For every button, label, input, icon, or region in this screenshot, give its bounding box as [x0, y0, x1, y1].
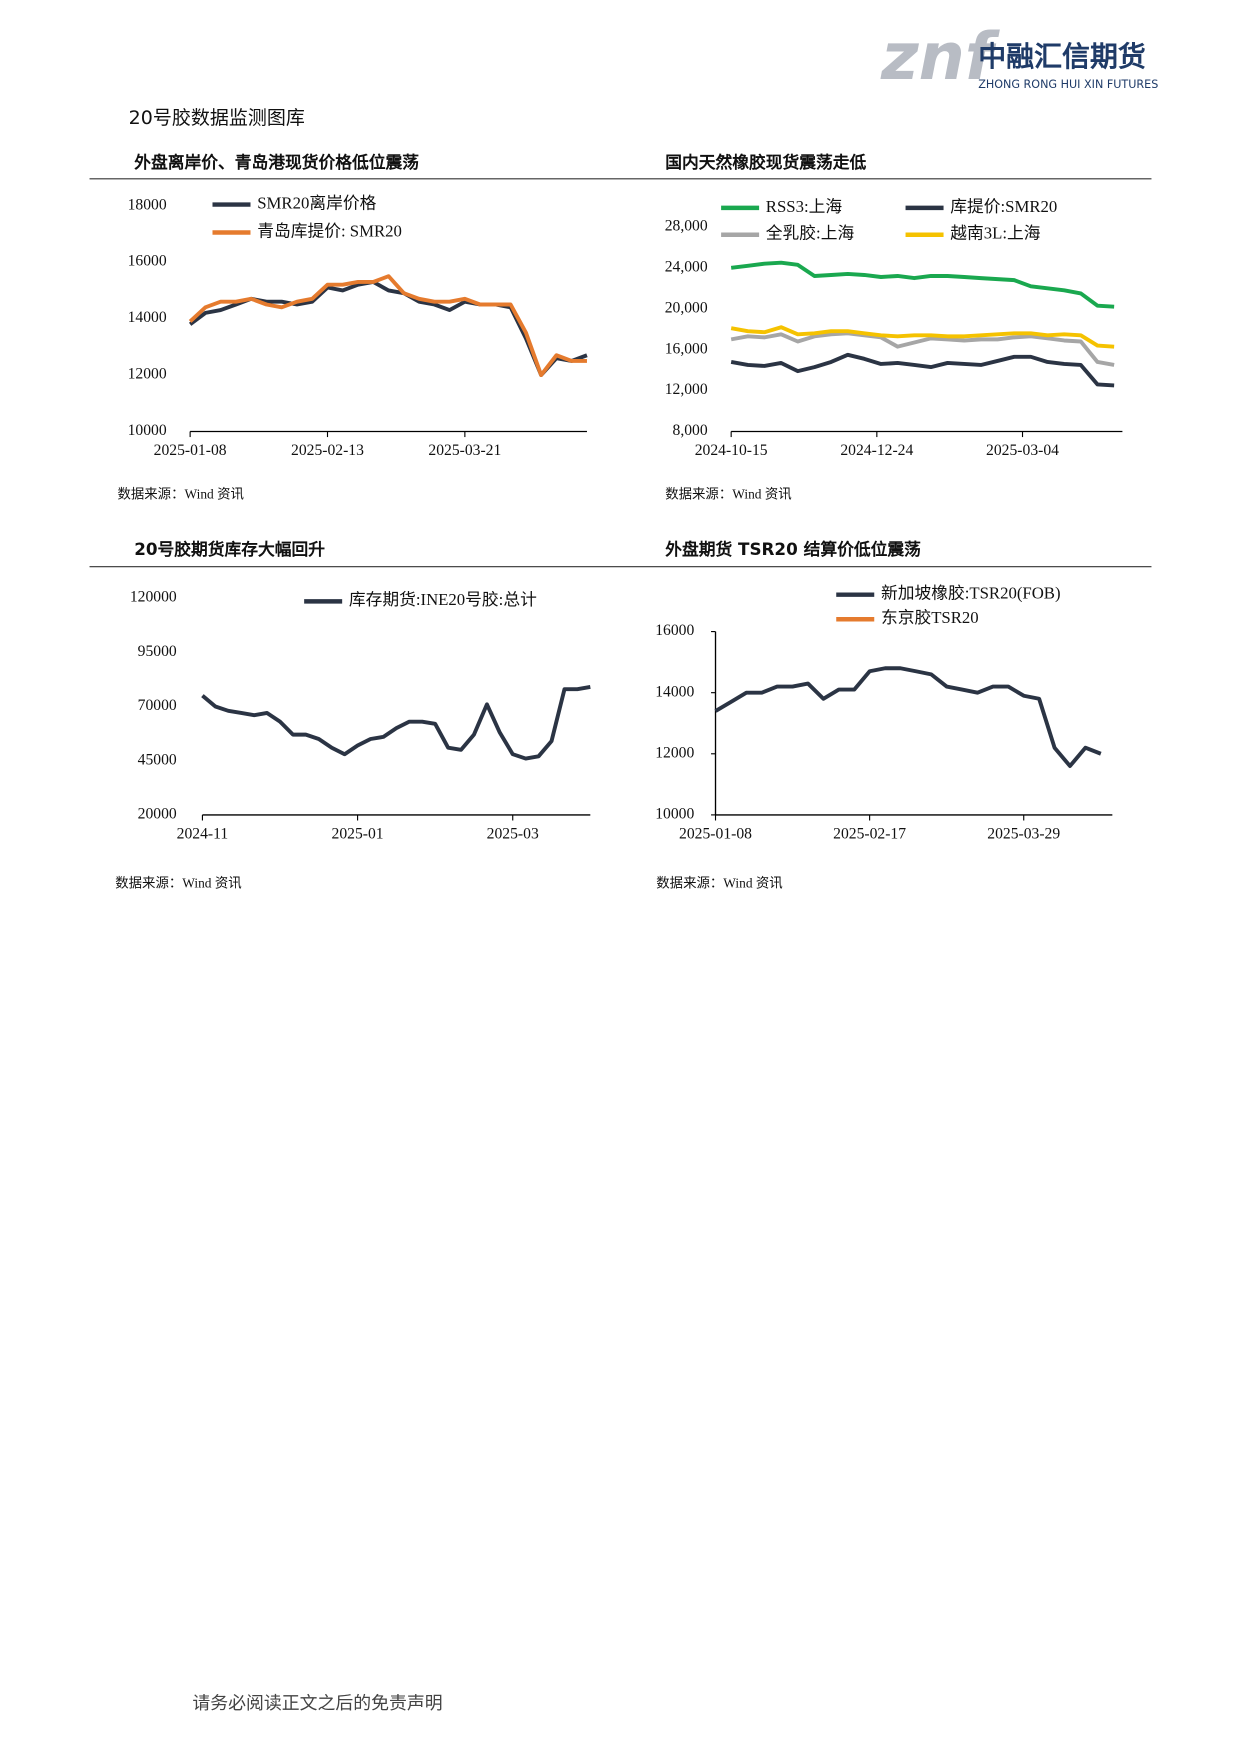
legend-label: 新加坡橡胶:TSR20(FOB)	[881, 584, 1061, 603]
y-tick-label: 14000	[655, 683, 694, 700]
y-tick-label: 16,000	[665, 340, 708, 357]
y-tick-label: 12000	[128, 366, 167, 383]
source-note: 数据来源：Wind 资讯	[656, 875, 782, 890]
chart-title: 外盘离岸价、青岛港现货价格低位震荡	[134, 152, 419, 172]
legend-label: 青岛库提价: SMR20	[257, 221, 402, 240]
footer: 请务必阅读正文之后的免责声明	[192, 1693, 442, 1713]
y-tick-label: 18000	[128, 196, 167, 213]
chart-title: 外盘期货 TSR20 结算价低位震荡	[665, 539, 921, 559]
legend-label: RSS3:上海	[766, 197, 843, 216]
x-tick-label: 2025-02-13	[291, 442, 364, 459]
y-tick-label: 24,000	[665, 258, 708, 275]
x-tick-label: 2025-03-29	[987, 826, 1060, 843]
chart-title: 国内天然橡胶现货震荡走低	[665, 152, 866, 172]
legend-label: 库提价:SMR20	[950, 197, 1057, 216]
legend-label: 库存期货:INE20号胶:总计	[349, 590, 537, 609]
chart-title: 20号胶期货库存大幅回升	[134, 539, 325, 559]
y-tick-label: 16000	[128, 253, 167, 270]
company-name: 中融汇信期货	[978, 40, 1146, 73]
y-tick-label: 8,000	[673, 422, 708, 439]
company-name-en: ZHONG RONG HUI XIN FUTURES	[978, 78, 1158, 91]
source-note: 数据来源：Wind 资讯	[117, 486, 243, 501]
x-tick-label: 2025-01-08	[154, 442, 227, 459]
series-line	[730, 325, 1115, 349]
x-tick-label: 2025-03-21	[428, 442, 501, 459]
x-tick-label: 2025-03	[487, 826, 539, 843]
legend-label: 东京胶TSR20	[881, 608, 979, 627]
x-tick-label: 2024-12-24	[840, 442, 913, 459]
series-line	[188, 279, 588, 377]
series-line	[730, 352, 1115, 388]
series-line	[714, 666, 1102, 769]
logo-mark: znf	[880, 20, 1001, 95]
x-tick-label: 2025-01-08	[679, 826, 752, 843]
x-tick-label: 2024-10-15	[695, 442, 768, 459]
series-line	[730, 260, 1115, 309]
series-line	[730, 331, 1115, 367]
y-tick-label: 20,000	[665, 299, 708, 316]
logo: znf 中融汇信期货 ZHONG RONG HUI XIN FUTURES	[880, 20, 1158, 95]
legend-label: SMR20离岸价格	[257, 193, 376, 212]
x-tick-label: 2025-03-04	[986, 442, 1059, 459]
x-tick-label: 2025-02-17	[833, 826, 906, 843]
series-line	[188, 274, 587, 377]
y-tick-label: 70000	[138, 697, 177, 714]
y-tick-label: 14000	[128, 309, 167, 326]
series-line	[201, 684, 591, 761]
y-tick-label: 120000	[130, 589, 177, 606]
y-tick-label: 12000	[655, 744, 694, 761]
y-tick-label: 10000	[655, 805, 694, 822]
y-tick-label: 45000	[138, 751, 177, 768]
source-note: 数据来源：Wind 资讯	[665, 486, 791, 501]
y-tick-label: 20000	[138, 805, 177, 822]
x-tick-label: 2024-11	[177, 826, 229, 843]
y-tick-label: 10000	[128, 422, 167, 439]
y-tick-label: 28,000	[665, 218, 708, 235]
y-tick-label: 95000	[138, 643, 177, 660]
y-tick-label: 16000	[655, 622, 694, 639]
source-note: 数据来源：Wind 资讯	[115, 875, 241, 890]
x-tick-label: 2025-01	[332, 826, 384, 843]
legend-label: 越南3L:上海	[950, 224, 1041, 243]
legend-label: 全乳胶:上海	[766, 224, 855, 243]
page-title: 20号胶数据监测图库	[129, 107, 305, 129]
y-tick-label: 12,000	[665, 381, 708, 398]
